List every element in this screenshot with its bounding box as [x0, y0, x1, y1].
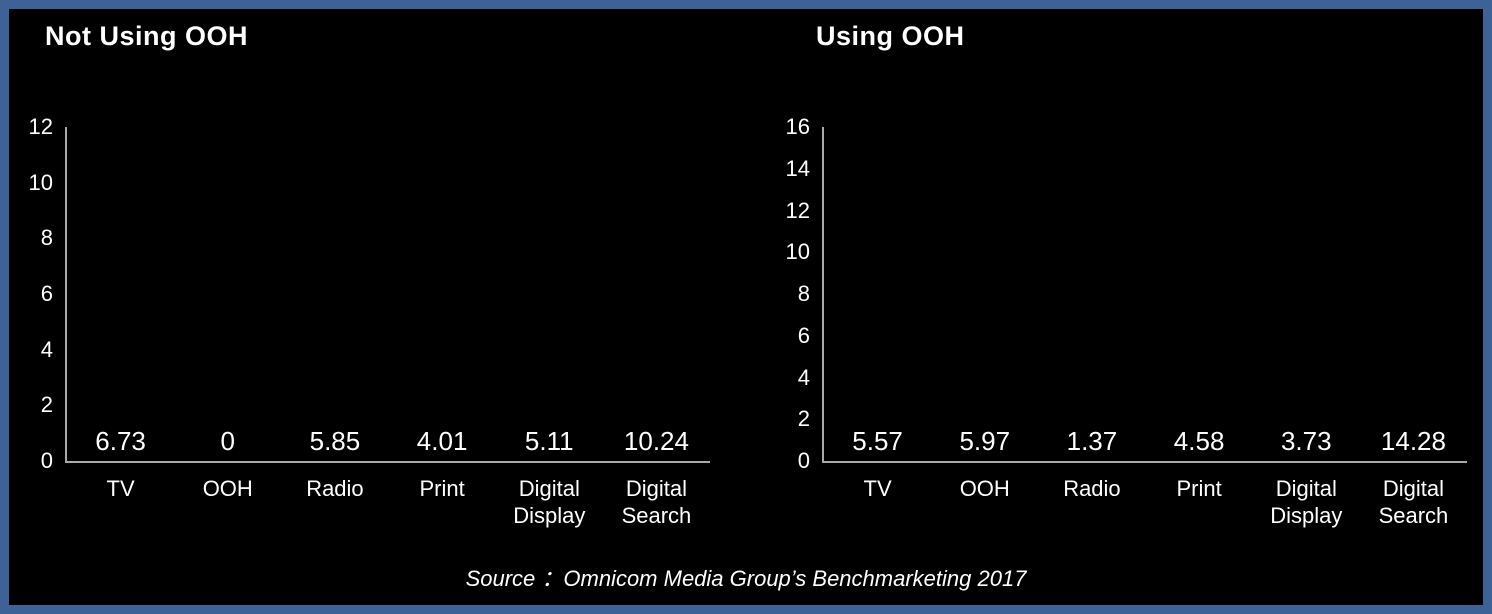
category-label: Print	[419, 476, 465, 501]
bar-slot: 10.24	[603, 426, 710, 461]
data-label: 5.97	[959, 426, 1011, 456]
y-axis: 0 2 4 6 8 10 12 14 16	[776, 116, 822, 472]
data-label: 5.85	[309, 426, 361, 456]
category-label: Print	[1176, 476, 1222, 501]
plot-area: 6.73 0 5.85 4.01 5.11 10.24	[65, 127, 710, 463]
bar-slot: 5.97	[931, 426, 1038, 461]
bar-slot: 5.57	[824, 426, 931, 461]
y-tick-label: 4	[40, 336, 53, 362]
data-label: 0	[220, 426, 235, 456]
chart-title-using-ooh: Using OOH	[816, 21, 965, 51]
y-axis: 0 2 4 6 8 10 12	[19, 116, 65, 472]
y-tick-label: 10	[28, 169, 53, 195]
data-label: 14.28	[1380, 426, 1446, 456]
bar-slot: 4.58	[1146, 426, 1253, 461]
y-tick-label: 0	[797, 448, 810, 473]
category-label: Digital Display	[1270, 476, 1343, 528]
bar-slot: 4.01	[389, 426, 496, 461]
bar-slot: 14.28	[1360, 426, 1467, 461]
chart-panel-using-ooh: Using OOH 0 2 4 6 8 10 12 14 16 5.57 5.97 1.37 4.58…	[746, 9, 1483, 529]
data-label: 5.57	[852, 426, 903, 456]
bar-chart-not-using-ooh: 0 2 4 6 8 10 12 6.73 0 5.85 4.01 5.11 10.24 TV OOH Ra…	[9, 116, 746, 529]
plot-column: 6.73 0 5.85 4.01 5.11 10.24 TV OOH Radio Print Di…	[65, 127, 710, 529]
y-tick-label: 8	[797, 281, 810, 306]
bar-slot: 1.37	[1038, 426, 1145, 461]
bar-slot: 5.85	[281, 426, 388, 461]
category-label: TV	[863, 476, 892, 501]
y-tick-label: 2	[40, 392, 53, 418]
chart-title-not-using-ooh: Not Using OOH	[45, 21, 248, 51]
category-label: Radio	[1063, 476, 1121, 501]
bar-slot: 0	[174, 426, 281, 461]
y-tick-label: 6	[797, 322, 810, 348]
category-axis: TV OOH Radio Print Digital Display Digital Se…	[822, 463, 1467, 529]
y-tick-label: 10	[785, 239, 810, 265]
category-label: Radio	[306, 476, 364, 501]
data-label: 4.58	[1173, 426, 1225, 456]
y-tick-label: 6	[40, 281, 53, 306]
category-label: Digital Search	[621, 476, 692, 528]
y-tick-label: 0	[40, 448, 53, 473]
source-note: Source ：Omnicom Media Group’s Benchmarke…	[465, 566, 1027, 591]
category-label: Digital Search	[1378, 476, 1449, 528]
y-tick-label: 12	[785, 197, 810, 223]
data-label: 6.73	[95, 426, 146, 456]
y-tick-label: 8	[40, 225, 53, 251]
category-label: Digital Display	[513, 476, 586, 528]
y-tick-label: 14	[785, 155, 810, 181]
data-label: 10.24	[623, 426, 689, 456]
category-label: OOH	[202, 476, 253, 501]
y-tick-label: 4	[797, 364, 810, 390]
bar-chart-using-ooh: 0 2 4 6 8 10 12 14 16 5.57 5.97 1.37 4.58 3.73 14.28 …	[746, 116, 1483, 529]
charts-row: Not Using OOH 0 2 4 6 8 10 12 6.73 0 5.85 4.01 5.1…	[9, 9, 1483, 529]
y-tick-label: 2	[797, 406, 810, 432]
category-axis: TV OOH Radio Print Digital Display Digital Se…	[65, 463, 710, 529]
data-label: 4.01	[416, 426, 468, 456]
bar-slot: 6.73	[67, 426, 174, 461]
data-label: 5.11	[524, 426, 574, 456]
chart-panel-not-using-ooh: Not Using OOH 0 2 4 6 8 10 12 6.73 0 5.85 4.01 5.1…	[9, 9, 746, 529]
plot-column: 5.57 5.97 1.37 4.58 3.73 14.28 TV OOH Radio Prin…	[822, 127, 1467, 529]
category-label: OOH	[959, 476, 1010, 501]
data-label: 3.73	[1280, 426, 1332, 456]
plot-area: 5.57 5.97 1.37 4.58 3.73 14.28	[822, 127, 1467, 463]
category-label: TV	[106, 476, 135, 501]
data-label: 1.37	[1066, 426, 1118, 456]
y-tick-label: 12	[28, 114, 53, 139]
y-tick-label: 16	[785, 114, 810, 139]
bar-slot: 3.73	[1253, 426, 1360, 461]
bar-slot: 5.11	[496, 426, 603, 461]
